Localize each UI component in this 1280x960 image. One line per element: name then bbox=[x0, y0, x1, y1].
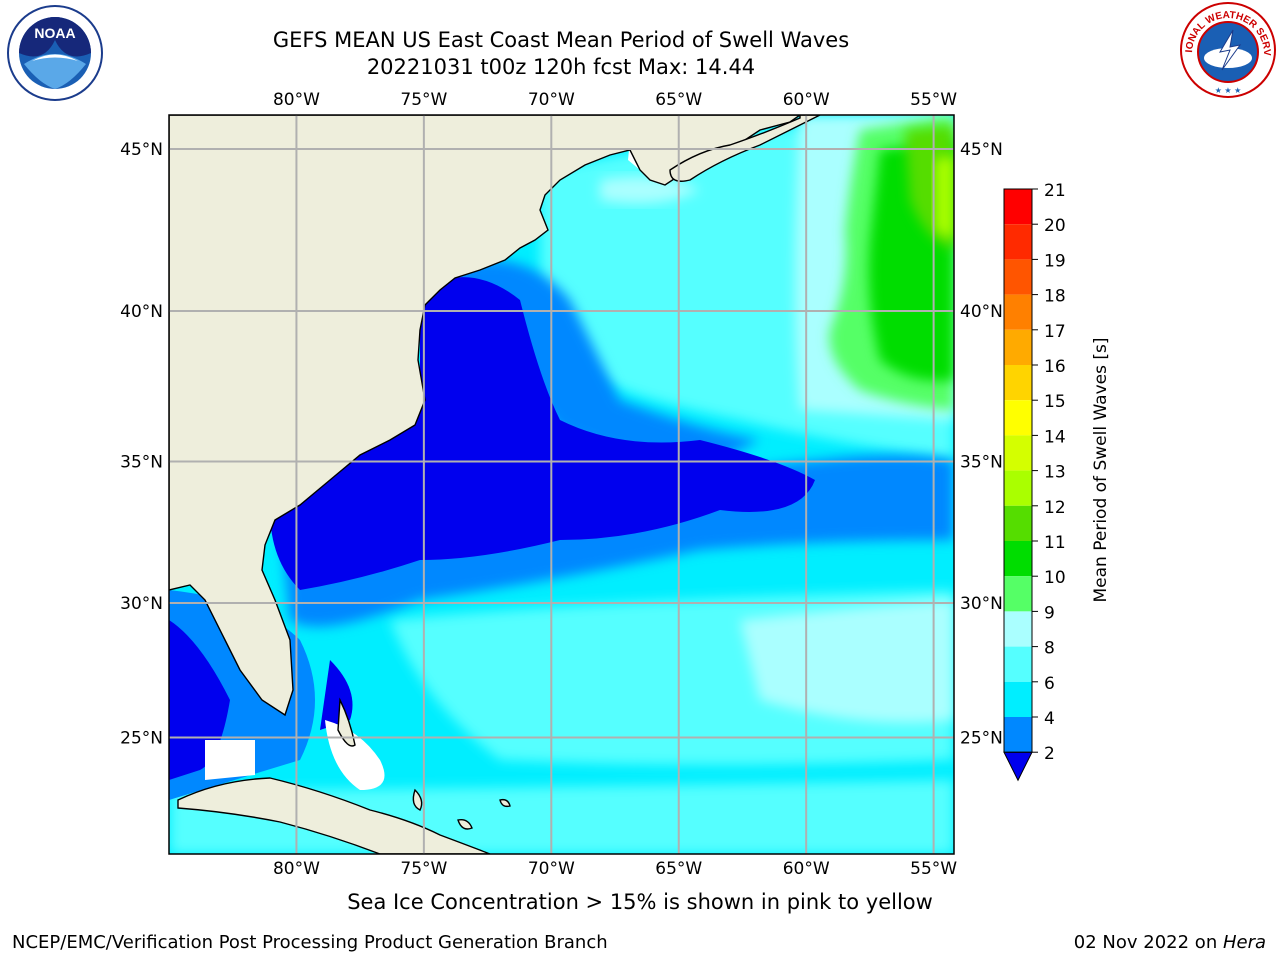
lat-labels-left: 45°N 40°N 35°N 30°N 25°N bbox=[120, 140, 163, 748]
lat-label: 40°N bbox=[960, 302, 1003, 322]
footer-machine: Hera bbox=[1222, 932, 1266, 953]
colorbar-tick-label: 10 bbox=[1044, 568, 1066, 588]
lon-label: 55°W bbox=[910, 859, 957, 879]
colorbar-tick-label: 2 bbox=[1044, 744, 1055, 764]
lon-label: 55°W bbox=[910, 90, 957, 110]
map-gridlines bbox=[169, 115, 954, 854]
lon-label: 80°W bbox=[273, 859, 320, 879]
colorbar-tick-label: 16 bbox=[1044, 357, 1066, 377]
colorbar-segment bbox=[1004, 505, 1032, 541]
lon-labels-top: 80°W 75°W 70°W 65°W 60°W 55°W bbox=[273, 90, 957, 110]
chart-subtitle: 20221031 t00z 120h fcst Max: 14.44 bbox=[366, 55, 756, 79]
lon-label: 65°W bbox=[655, 859, 702, 879]
land-north-america bbox=[169, 115, 802, 717]
colorbar-tick-label: 13 bbox=[1044, 463, 1066, 483]
sea-ice-note: Sea Ice Concentration > 15% is shown in … bbox=[347, 890, 933, 914]
lat-label: 35°N bbox=[960, 452, 1003, 472]
colorbar-segment bbox=[1004, 717, 1032, 753]
chart-title: GEFS MEAN US East Coast Mean Period of S… bbox=[272, 28, 850, 52]
land-cuba bbox=[177, 777, 491, 854]
colorbar-tick-label: 17 bbox=[1044, 322, 1066, 342]
lon-label: 60°W bbox=[783, 859, 830, 879]
colorbar-segment bbox=[1004, 189, 1032, 225]
colorbar: 21 20 19 18 17 16 15 14 13 12 11 10 9 8 6 4 2 bbox=[1003, 181, 1066, 782]
lat-label: 45°N bbox=[120, 140, 163, 160]
noaa-logo-text: NOAA bbox=[34, 25, 75, 41]
colorbar-segment bbox=[1004, 224, 1032, 260]
colorbar-segment bbox=[1004, 259, 1032, 295]
colorbar-tick-label: 20 bbox=[1044, 216, 1066, 236]
colorbar-tick-label: 19 bbox=[1044, 251, 1066, 271]
colorbar-segment bbox=[1004, 611, 1032, 647]
colorbar-label: Mean Period of Swell Waves [s] bbox=[1091, 338, 1111, 603]
footer-date-text: 02 Nov 2022 on bbox=[1073, 932, 1223, 953]
colorbar-segment bbox=[1004, 294, 1032, 330]
colorbar-tick-label: 6 bbox=[1044, 674, 1055, 694]
lat-label: 35°N bbox=[120, 452, 163, 472]
colorbar-tick-label: 11 bbox=[1044, 533, 1066, 553]
lon-label: 80°W bbox=[273, 90, 320, 110]
colorbar-tick-label: 8 bbox=[1044, 639, 1055, 659]
lon-label: 75°W bbox=[400, 90, 447, 110]
colorbar-tick-label: 18 bbox=[1044, 287, 1066, 307]
colorbar-segment bbox=[1004, 400, 1032, 436]
footer-date: 02 Nov 2022 on Hera bbox=[1074, 932, 1266, 953]
footer-credit: NCEP/EMC/Verification Post Processing Pr… bbox=[12, 932, 608, 953]
colorbar-tick-label: 9 bbox=[1044, 603, 1055, 623]
lat-labels-right: 45°N 40°N 35°N 30°N 25°N bbox=[960, 140, 1003, 748]
colorbar-tick-label: 21 bbox=[1044, 181, 1066, 201]
lon-label: 75°W bbox=[400, 859, 447, 879]
svg-text:★ ★ ★: ★ ★ ★ bbox=[1215, 86, 1242, 95]
colorbar-tick-label: 14 bbox=[1044, 427, 1066, 447]
lat-label: 40°N bbox=[120, 302, 163, 322]
lon-label: 60°W bbox=[783, 90, 830, 110]
lat-label: 30°N bbox=[960, 594, 1003, 614]
colorbar-segment bbox=[1004, 541, 1032, 577]
lon-label: 70°W bbox=[528, 90, 575, 110]
colorbar-tick-label: 12 bbox=[1044, 498, 1066, 518]
noaa-logo: NOAA bbox=[7, 5, 103, 101]
lat-label: 25°N bbox=[120, 729, 163, 749]
map-frame bbox=[168, 114, 955, 855]
lat-label: 45°N bbox=[960, 140, 1003, 160]
lat-label: 30°N bbox=[120, 594, 163, 614]
colorbar-segment bbox=[1004, 470, 1032, 506]
colorbar-segment bbox=[1004, 365, 1032, 401]
colorbar-segment bbox=[1004, 576, 1032, 612]
lat-label: 25°N bbox=[960, 729, 1003, 749]
nws-logo: NATIONAL WEATHER SERVICE ★ ★ ★ bbox=[1178, 0, 1276, 98]
colorbar-segment bbox=[1004, 329, 1032, 365]
lon-labels-bottom: 80°W 75°W 70°W 65°W 60°W 55°W bbox=[273, 859, 957, 879]
colorbar-tick-label: 15 bbox=[1044, 392, 1066, 412]
colorbar-extend-arrow bbox=[1003, 751, 1033, 782]
colorbar-segment bbox=[1004, 435, 1032, 471]
map-plot-area bbox=[169, 115, 954, 854]
swell-field bbox=[169, 115, 954, 854]
lon-label: 70°W bbox=[528, 859, 575, 879]
colorbar-tick-label: 4 bbox=[1044, 709, 1055, 729]
colorbar-segment bbox=[1004, 646, 1032, 682]
colorbar-segment bbox=[1004, 681, 1032, 717]
lon-label: 65°W bbox=[655, 90, 702, 110]
